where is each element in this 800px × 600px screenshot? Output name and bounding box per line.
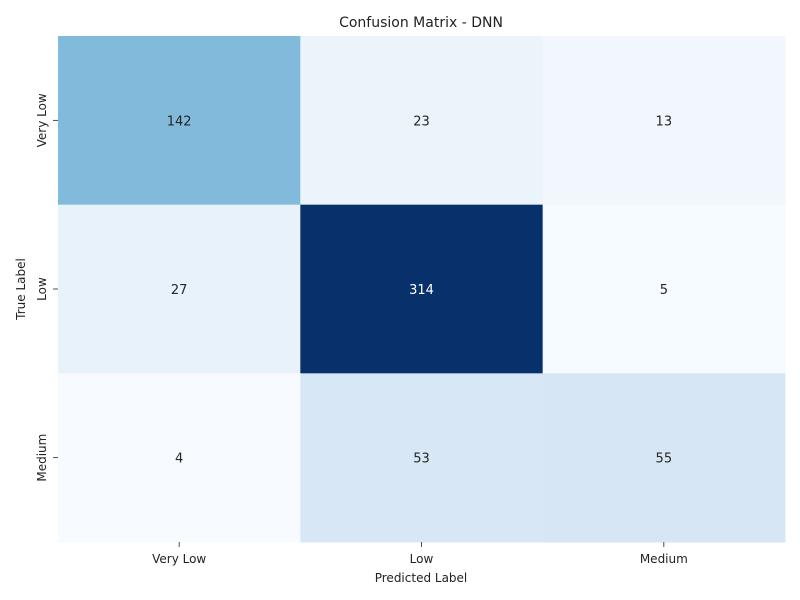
heatmap-cell [542, 36, 786, 206]
heatmap-cell [58, 204, 301, 374]
heatmap-cell [542, 204, 786, 374]
cell-value-label: 314 [409, 283, 434, 298]
cell-value-label: 23 [413, 114, 430, 129]
cell-value-label: 13 [656, 114, 673, 129]
heatmap-cell [300, 373, 544, 543]
heatmap-cell [58, 373, 301, 543]
heatmap-cell [542, 373, 786, 543]
x-axis-ticks: Very Low Low Medium [152, 542, 688, 566]
heatmap-cell [300, 204, 544, 374]
x-tick-label: Low [410, 552, 434, 566]
x-tick-label: Very Low [152, 552, 206, 566]
y-tick-label: Very Low [35, 93, 49, 147]
y-axis-label: True Label [14, 258, 28, 321]
y-tick-label: Medium [35, 434, 49, 482]
heatmap-cell [300, 36, 544, 206]
heatmap-cells: 142 23 13 27 314 5 4 53 55 [58, 36, 786, 543]
cell-value-label: 4 [175, 452, 183, 467]
cell-value-label: 142 [167, 114, 192, 129]
cell-value-label: 5 [660, 283, 668, 298]
x-axis-label: Predicted Label [375, 571, 468, 585]
cell-value-label: 27 [171, 283, 188, 298]
heatmap-cell [58, 36, 301, 206]
x-tick-label: Medium [640, 552, 688, 566]
y-axis-ticks: Very Low Low Medium [35, 93, 58, 482]
cell-value-label: 53 [413, 452, 430, 467]
y-tick-label: Low [35, 277, 49, 301]
chart-title: Confusion Matrix - DNN [339, 15, 503, 31]
cell-value-label: 55 [656, 452, 673, 467]
